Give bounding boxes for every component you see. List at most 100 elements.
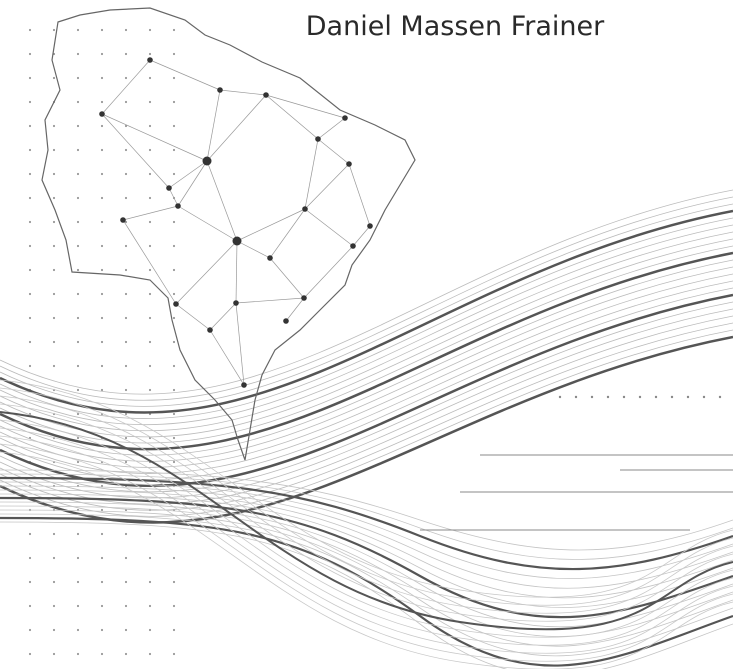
edge (122, 219, 177, 305)
dot (172, 124, 176, 128)
dot (654, 395, 658, 399)
edge (101, 113, 208, 162)
dot (100, 508, 104, 512)
node (147, 57, 153, 63)
dot (28, 628, 32, 632)
dot (124, 100, 128, 104)
dot (172, 532, 176, 536)
dot (148, 292, 152, 296)
dot (52, 148, 56, 152)
dot (76, 172, 80, 176)
node (173, 301, 179, 307)
curve (0, 443, 733, 662)
curve (0, 509, 733, 647)
dot (52, 604, 56, 608)
edge (175, 303, 211, 331)
dot (28, 292, 32, 296)
dot (686, 395, 690, 399)
dot (100, 364, 104, 368)
curve (0, 505, 733, 637)
dot (172, 556, 176, 560)
edge (122, 205, 179, 221)
dot (52, 652, 56, 656)
edge (101, 59, 151, 115)
dot (100, 292, 104, 296)
curve (0, 266, 733, 462)
dot (52, 340, 56, 344)
edge (219, 89, 267, 96)
dot (76, 220, 80, 224)
dot (76, 76, 80, 80)
curve (0, 308, 733, 499)
dot (100, 100, 104, 104)
edge (168, 187, 179, 207)
dot (28, 52, 32, 56)
curve (0, 315, 733, 505)
dot (100, 604, 104, 608)
dot (148, 220, 152, 224)
edge (317, 138, 350, 165)
dot (124, 652, 128, 656)
dot (28, 268, 32, 272)
dot (124, 316, 128, 320)
dot (124, 172, 128, 176)
dot (606, 395, 610, 399)
edge (304, 208, 354, 247)
edge (348, 163, 371, 227)
dot (76, 652, 80, 656)
dot (100, 484, 104, 488)
dot (100, 580, 104, 584)
dot (52, 292, 56, 296)
node (283, 318, 289, 324)
edge (265, 94, 346, 119)
curve (0, 476, 733, 571)
curve (0, 403, 733, 622)
curve (0, 322, 733, 511)
dot (52, 364, 56, 368)
dot (100, 124, 104, 128)
curve (0, 238, 733, 438)
dot (100, 556, 104, 560)
edge (235, 297, 305, 304)
node (175, 203, 181, 209)
dot (28, 316, 32, 320)
edge (236, 240, 271, 259)
dot (148, 652, 152, 656)
edge (269, 257, 305, 299)
curve (0, 485, 733, 589)
node (315, 136, 321, 142)
curve (0, 395, 733, 614)
edge (177, 205, 238, 242)
dot (148, 52, 152, 56)
edge (303, 245, 354, 299)
dot (52, 580, 56, 584)
curve (0, 203, 733, 407)
dot (670, 395, 674, 399)
dot (148, 316, 152, 320)
dot (52, 196, 56, 200)
dot (76, 316, 80, 320)
node (233, 300, 239, 306)
dot (148, 124, 152, 128)
dot (148, 76, 152, 80)
dot (52, 172, 56, 176)
dot (76, 196, 80, 200)
curve (0, 231, 733, 432)
dot (124, 460, 128, 464)
dot (148, 532, 152, 536)
node (166, 185, 172, 191)
node (207, 327, 213, 333)
edge (265, 94, 319, 140)
dot (148, 172, 152, 176)
dot (124, 124, 128, 128)
dot (172, 604, 176, 608)
edge (206, 160, 238, 242)
curve (0, 513, 733, 657)
flow-lines (0, 189, 733, 669)
curve (0, 293, 733, 487)
node (263, 92, 269, 98)
edge (285, 297, 305, 322)
dot (28, 76, 32, 80)
dot (76, 292, 80, 296)
curve (0, 273, 733, 468)
